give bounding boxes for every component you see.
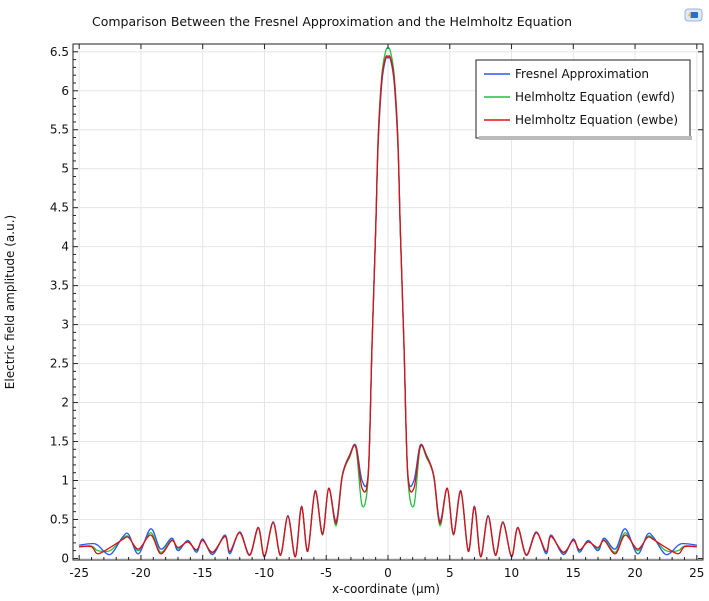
x-tick-label: 15 bbox=[566, 566, 581, 580]
x-tick-label: 10 bbox=[504, 566, 519, 580]
legend-label-ewbe: Helmholtz Equation (ewbe) bbox=[515, 113, 678, 127]
x-axis-label: x-coordinate (µm) bbox=[332, 582, 440, 596]
legend-shadow bbox=[479, 136, 692, 140]
legend-label-fresnel: Fresnel Approximation bbox=[515, 67, 649, 81]
chart-title: Comparison Between the Fresnel Approxima… bbox=[92, 14, 572, 29]
comsol-view-icon[interactable] bbox=[684, 7, 704, 23]
y-tick-label: 0 bbox=[61, 551, 69, 565]
legend-label-ewfd: Helmholtz Equation (ewfd) bbox=[515, 90, 675, 104]
y-tick-label: 5.5 bbox=[50, 123, 69, 137]
y-tick-label: 4.5 bbox=[50, 201, 69, 215]
y-tick-label: 2 bbox=[61, 396, 69, 410]
x-tick-label: -15 bbox=[193, 566, 213, 580]
x-tick-label: 5 bbox=[446, 566, 454, 580]
y-tick-label: 1 bbox=[61, 473, 69, 487]
x-tick-label: -20 bbox=[131, 566, 151, 580]
y-tick-label: 3.5 bbox=[50, 279, 69, 293]
series-line-fresnel bbox=[79, 56, 697, 558]
y-tick-label: 2.5 bbox=[50, 357, 69, 371]
y-tick-label: 4 bbox=[61, 240, 69, 254]
legend-entry-fresnel: Fresnel Approximation bbox=[484, 67, 649, 81]
x-tick-label: 25 bbox=[689, 566, 704, 580]
legend-entry-ewfd: Helmholtz Equation (ewfd) bbox=[484, 90, 675, 104]
y-tick-label: 1.5 bbox=[50, 435, 69, 449]
x-tick-label: 0 bbox=[384, 566, 392, 580]
legend: Fresnel Approximation Helmholtz Equation… bbox=[475, 59, 692, 140]
y-axis-label: Electric field amplitude (a.u.) bbox=[3, 215, 17, 389]
y-tick-label: 6 bbox=[61, 84, 69, 98]
x-tick-label: -25 bbox=[69, 566, 89, 580]
y-tick-label: 0.5 bbox=[50, 512, 69, 526]
x-tick-label: -10 bbox=[255, 566, 275, 580]
axis-ticks: -25 -20 -15 -10 -5 0 5 10 15 20 25 0 0.5 1 1.5 2 2.5 3 3.5… bbox=[50, 43, 704, 580]
legend-entry-ewbe: Helmholtz Equation (ewbe) bbox=[484, 113, 678, 127]
x-tick-label: 20 bbox=[627, 566, 642, 580]
x-tick-label: -5 bbox=[320, 566, 332, 580]
y-tick-label: 5 bbox=[61, 162, 69, 176]
y-tick-label: 6.5 bbox=[50, 45, 69, 59]
series-line-ewbe bbox=[79, 55, 697, 558]
y-tick-label: 3 bbox=[61, 318, 69, 332]
view-icon-glyph bbox=[684, 8, 703, 22]
